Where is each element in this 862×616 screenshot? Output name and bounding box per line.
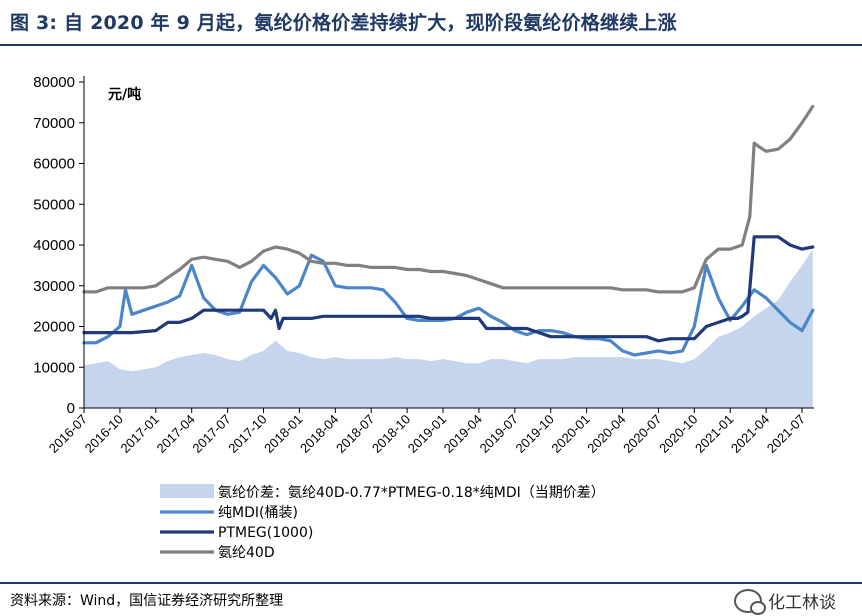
series-line-2: [82, 235, 815, 343]
legend-label: 纯MDI(桶装): [218, 505, 298, 521]
y-tick-label: 80000: [33, 74, 75, 91]
series-line-1: [82, 253, 815, 357]
y-tick-label: 30000: [33, 278, 75, 295]
y-tick-label: 40000: [33, 237, 75, 254]
legend-label: 氨纶40D: [218, 545, 275, 561]
legend-label: PTMEG(1000): [218, 525, 313, 541]
x-tick-label: 2017-07: [189, 412, 233, 456]
line-series-layer: [82, 104, 815, 357]
x-tick-label: 2018-07: [333, 412, 377, 456]
wechat-icon: [734, 588, 766, 615]
legend-label: 氨纶价差：氨纶40D-0.77*PTMEG-0.18*纯MDI（当期价差）: [218, 485, 605, 501]
x-tick-label: 2016-07: [46, 412, 90, 456]
x-tick-label: 2020-07: [620, 412, 664, 456]
legend: 氨纶价差：氨纶40D-0.77*PTMEG-0.18*纯MDI（当期价差） 纯MD…: [160, 484, 605, 561]
x-tick-label: 2019-01: [405, 412, 449, 456]
x-tick-label: 2017-01: [118, 412, 162, 456]
x-tick-label: 2018-10: [369, 412, 413, 456]
x-tick-label: 2021-07: [764, 412, 808, 456]
y-tick-label: 60000: [33, 156, 75, 173]
x-tick-label: 2017-10: [225, 412, 269, 456]
source-note: 资料来源：Wind，国信证券经济研究所整理: [10, 593, 284, 609]
figure-title: 图 3: 自 2020 年 9 月起，氨纶价格价差持续扩大，现阶段氨纶价格继续上…: [10, 12, 677, 34]
area-series-layer: [84, 249, 813, 408]
x-tick-label: 2016-10: [82, 412, 126, 456]
x-tick-label: 2021-01: [692, 412, 736, 456]
title-bar: 图 3: 自 2020 年 9 月起，氨纶价格价差持续扩大，现阶段氨纶价格继续上…: [0, 0, 862, 46]
x-tick-label: 2019-07: [477, 412, 521, 456]
series-line-3: [82, 104, 815, 294]
source-bar: 资料来源：Wind，国信证券经济研究所整理 化工林谈: [0, 582, 862, 616]
series-area-spread: [84, 249, 813, 408]
y-tick-label: 20000: [33, 319, 75, 336]
y-tick-label: 10000: [33, 359, 75, 376]
x-tick-label: 2019-10: [512, 412, 556, 456]
x-tick-label: 2020-04: [584, 412, 628, 456]
x-tick-label: 2019-04: [441, 412, 485, 456]
x-tick-label: 2020-10: [656, 412, 700, 456]
x-tick-label: 2021-04: [728, 412, 772, 456]
watermark-text: 化工林谈: [768, 593, 836, 613]
legend-swatch-area: [160, 484, 214, 498]
x-tick-label: 2017-04: [153, 412, 197, 456]
y-tick-label: 50000: [33, 196, 75, 213]
x-tick-label: 2018-01: [261, 412, 305, 456]
y-tick-label: 70000: [33, 115, 75, 132]
y-unit-label: 元/吨: [108, 86, 141, 103]
x-tick-label: 2020-01: [548, 412, 592, 456]
x-tick-label: 2018-04: [297, 412, 341, 456]
chart: 0 10000 20000 30000 40000 50000 60000 70000 8000…: [33, 74, 815, 561]
watermark: 化工林谈: [734, 588, 836, 615]
y-tick-label: 0: [67, 400, 75, 417]
